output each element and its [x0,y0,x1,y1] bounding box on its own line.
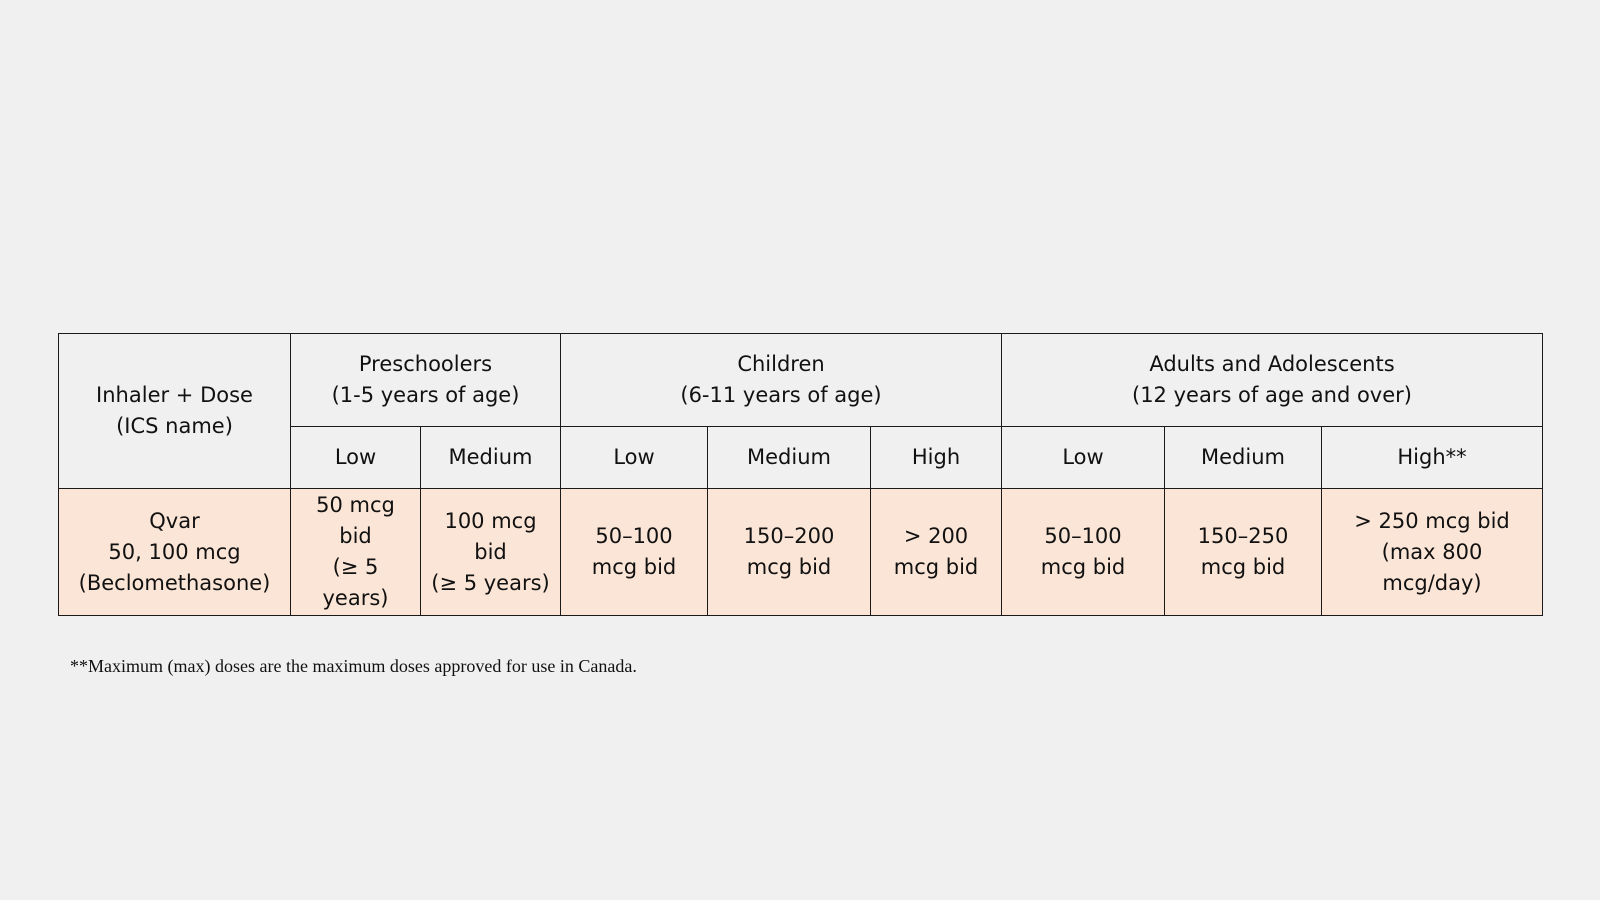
cell-line: mcg bid [1040,555,1126,579]
cell-line: (max 800 [1381,539,1483,564]
cell-line: Qvar [149,508,200,533]
cell-preschool-low: 50 mcg bid (≥ 5 years) [290,488,421,616]
cell-line: 150–200 [743,524,835,548]
header-level-children-high: High [870,426,1002,489]
cell-line: 150–250 [1197,524,1289,548]
header-level-children-medium: Medium [707,426,871,489]
cell-line: > 200 [903,524,969,548]
cell-line: mcg bid [591,555,677,579]
cell-line: mcg/day) [1382,570,1482,595]
cell-line: Adults and Adolescents [1149,352,1395,376]
cell-line: (ICS name) [116,414,233,438]
table-row: Qvar 50, 100 mcg (Beclomethasone) 50 mcg… [58,488,1543,616]
header-group-children: Children (6-11 years of age) [560,333,1002,427]
cell-line: 50 mcg [316,493,395,517]
cell-adults-low: 50–100 mcg bid [1001,488,1165,616]
header-level-preschool-medium: Medium [420,426,561,489]
cell-line: mcg bid [746,555,832,579]
cell-line: > 250 mcg bid [1354,508,1510,533]
cell-line: (1-5 years of age) [331,383,520,407]
header-group-preschoolers: Preschoolers (1-5 years of age) [290,333,561,427]
cell-children-high: > 200 mcg bid [870,488,1002,616]
cell-line: (≥ 5 [332,555,379,579]
cell-adults-high: > 250 mcg bid (max 800 mcg/day) [1321,488,1543,616]
cell-inhaler: Qvar 50, 100 mcg (Beclomethasone) [58,488,291,616]
cell-line: Children [737,352,825,376]
cell-line: years) [322,586,389,610]
header-level-adults-high: High** [1321,426,1543,489]
header-level-adults-medium: Medium [1164,426,1322,489]
cell-line: 50, 100 mcg [108,539,241,564]
header-inhaler-dose: Inhaler + Dose (ICS name) [58,333,291,489]
cell-preschool-medium: 100 mcg bid (≥ 5 years) [420,488,561,616]
cell-line: (Beclomethasone) [78,570,271,595]
ics-dose-table: Inhaler + Dose (ICS name) Preschoolers (… [58,333,1543,616]
footnote: **Maximum (max) doses are the maximum do… [70,656,637,676]
cell-line: 50–100 [1044,524,1122,548]
header-level-adults-low: Low [1001,426,1165,489]
header-level-preschool-low: Low [290,426,421,489]
cell-line: (12 years of age and over) [1132,383,1412,407]
cell-line: bid [339,524,372,548]
cell-children-low: 50–100 mcg bid [560,488,708,616]
cell-line: 100 mcg [444,508,537,533]
cell-line: mcg bid [1200,555,1286,579]
header-group-adults-adolescents: Adults and Adolescents (12 years of age … [1001,333,1543,427]
cell-line: (≥ 5 years) [431,570,550,595]
cell-line: Preschoolers [358,352,493,376]
cell-line: bid [474,539,507,564]
cell-children-medium: 150–200 mcg bid [707,488,871,616]
cell-adults-medium: 150–250 mcg bid [1164,488,1322,616]
header-level-children-low: Low [560,426,708,489]
cell-line: Inhaler + Dose [96,383,253,407]
cell-line: (6-11 years of age) [680,383,882,407]
cell-line: mcg bid [893,555,979,579]
cell-line: 50–100 [595,524,673,548]
